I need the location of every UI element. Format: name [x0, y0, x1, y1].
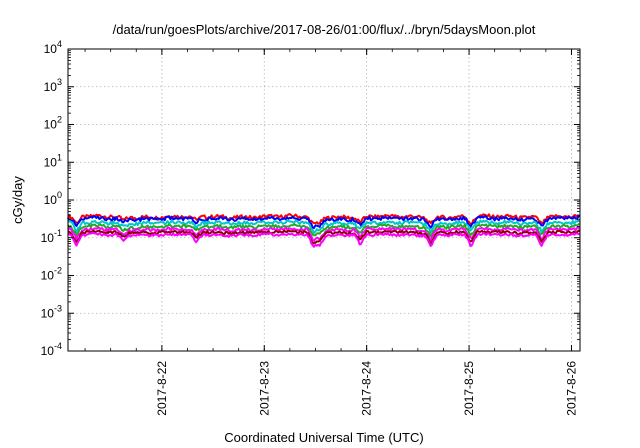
y-axis-label: cGy/day: [10, 176, 25, 224]
y-tick-label: 101: [44, 152, 62, 169]
y-tick-label: 10-1: [41, 228, 62, 245]
y-tick-label: 10-2: [41, 266, 62, 283]
x-tick-label: 2017-8-22: [155, 361, 169, 416]
chart-title: /data/run/goesPlots/archive/2017-08-26/0…: [113, 22, 536, 37]
y-tick-label: 102: [44, 115, 62, 132]
x-tick-label: 2017-8-24: [360, 361, 374, 416]
y-tick-label: 103: [44, 77, 62, 94]
y-tick-label: 100: [44, 190, 62, 207]
series-line: [67, 223, 581, 238]
series-line: [67, 215, 581, 229]
y-tick-label: 10-4: [41, 341, 62, 358]
y-tick-label: 104: [44, 39, 62, 56]
grid: [68, 49, 580, 351]
x-tick-label: 2017-8-23: [257, 361, 271, 416]
ticks: 10-4 10-3 10-2 10-1 100 101 102 103 104 2017-8-22…: [41, 39, 580, 416]
x-axis-label: Coordinated Universal Time (UTC): [224, 430, 423, 445]
series-line: [67, 229, 581, 245]
series-layer: [67, 213, 581, 248]
series-line: [67, 219, 581, 235]
x-tick-label: 2017-8-26: [564, 361, 578, 416]
y-tick-label: 10-3: [41, 303, 62, 320]
series-line: [67, 231, 581, 248]
x-tick-label: 2017-8-25: [462, 361, 476, 416]
